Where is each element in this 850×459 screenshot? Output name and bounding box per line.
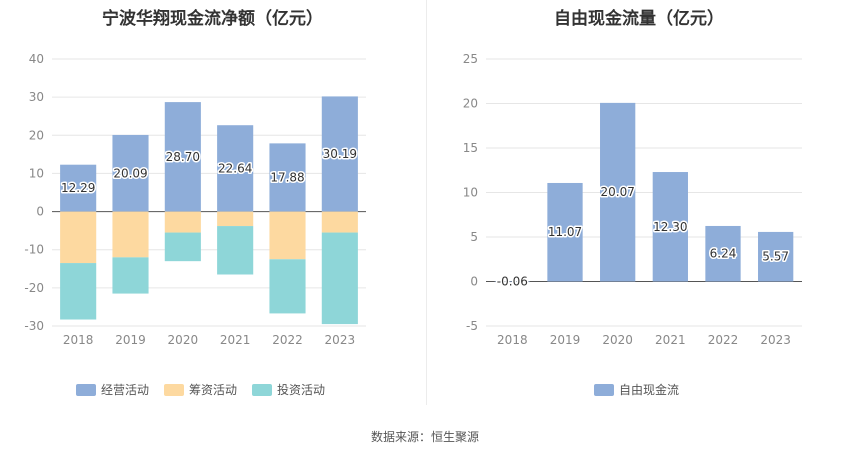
data-label-halo: 12.30 [653,220,687,234]
net-cashflow-plot: -30 -20 -10 0 10 20 30 40 2018 2019 2020 2021 2022 20… [24,52,366,397]
bar [321,96,358,212]
bar [494,281,530,283]
data-label: 20.07 [600,185,634,199]
x-tick-label: 2020 [602,333,633,347]
x-tick-label: 2022 [272,333,303,347]
data-label: 11.07 [548,225,582,239]
bar [269,143,306,212]
legend-label: 自由现金流 [619,382,679,397]
net-cashflow-chart: 宁波华翔现金流净额（亿元） -30 -20 -10 0 10 20 30 40 2018 2019… [0,0,425,420]
x-tick-label: 2023 [760,333,791,347]
data-label: 12.30 [653,220,687,234]
y-tick-label: -10 [24,243,44,257]
y-tick-label: -5 [466,319,478,333]
bar [321,232,358,325]
x-tick-label: 2021 [655,333,686,347]
x-tick-label: 2018 [63,333,94,347]
legend-swatch [594,384,614,396]
bar [112,257,149,294]
legend-label: 筹资活动 [189,383,237,397]
bar [652,172,688,282]
y-tick-label: 0 [470,275,478,289]
data-label-halo: 5.57 [762,250,789,264]
chart-title: 宁波华翔现金流净额（亿元） [102,9,323,29]
legend-label: 经营活动 [101,383,149,397]
bar [705,225,741,282]
y-tick-label: 10 [29,166,44,180]
bar [164,211,201,233]
x-tick-label: 2022 [708,333,739,347]
bar [217,211,254,227]
y-tick-label: 20 [463,97,478,111]
x-tick-label: 2020 [168,333,199,347]
data-label-halo: 20.09 [113,166,147,180]
bar [60,164,97,212]
legend-label: 投资活动 [277,382,325,397]
bar [164,232,201,262]
y-tick-label: 0 [36,205,44,219]
bar [60,263,97,320]
x-tick-label: 2019 [115,333,146,347]
bar [600,102,636,282]
bar [321,211,358,233]
y-tick-label: 10 [463,186,478,200]
data-label-halo: -0.06 [497,275,528,289]
data-label: 30.19 [323,147,357,161]
y-tick-label: 40 [29,52,44,66]
legend-swatch [76,384,96,396]
data-label-halo: 22.64 [218,161,252,175]
x-tick-label: 2019 [550,333,581,347]
free-cashflow-chart: 自由现金流量（亿元） -5 0 5 10 15 20 25 2018 2019 2020 2021 2… [428,0,850,420]
x-tick-label: 2023 [325,333,356,347]
legend-swatch [164,384,184,396]
data-label-halo: 30.19 [323,147,357,161]
data-label: -0.06 [497,275,528,289]
y-tick-label: 20 [29,128,44,142]
chart-title: 自由现金流量（亿元） [554,9,724,29]
y-tick-label: 25 [463,52,478,66]
data-label-halo: 11.07 [548,225,582,239]
bar [60,211,97,264]
bar [217,226,254,275]
data-label: 12.29 [61,181,95,195]
data-label-halo: 28.70 [166,150,200,164]
y-tick-label: -20 [24,281,44,295]
data-label: 6.24 [710,247,737,261]
data-label: 5.57 [762,250,789,264]
x-tick-label: 2021 [220,333,251,347]
y-tick-label: 30 [29,90,44,104]
data-label-halo: 6.24 [710,247,737,261]
panel-divider [426,0,427,405]
bar [112,134,149,212]
data-label-halo: 20.07 [600,185,634,199]
legend-swatch [252,384,272,396]
data-label: 20.09 [113,166,147,180]
x-tick-label: 2018 [497,333,528,347]
data-label-halo: 12.29 [61,181,95,195]
bar [269,211,306,260]
data-label: 17.88 [270,170,304,184]
bar [164,102,201,212]
y-tick-label: -30 [24,319,44,333]
data-source: 数据来源：恒生聚源 [370,430,479,444]
data-label-halo: 17.88 [270,170,304,184]
y-tick-label: 5 [470,230,478,244]
y-tick-label: 15 [463,141,478,155]
bar [112,211,149,258]
bar [547,182,583,282]
free-cashflow-plot: -5 0 5 10 15 20 25 2018 2019 2020 2021 2022 2023 -0.0… [463,52,802,397]
bar [217,125,254,212]
bar [758,231,794,282]
bar [269,259,306,314]
data-label: 28.70 [166,150,200,164]
data-label: 22.64 [218,161,252,175]
